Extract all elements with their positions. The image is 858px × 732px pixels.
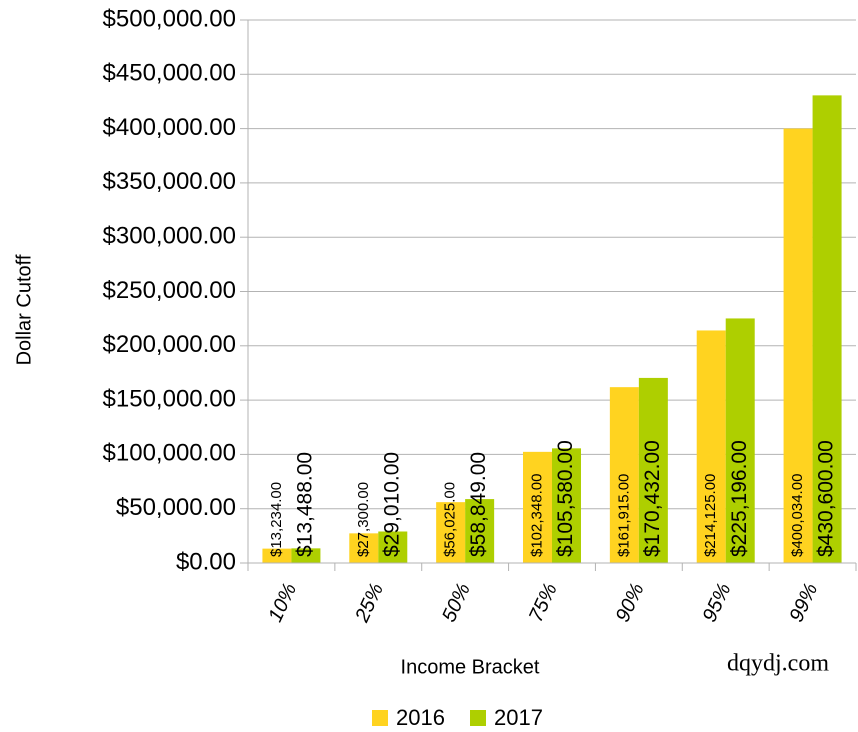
legend-swatch: [372, 710, 388, 726]
bar: [349, 533, 379, 563]
bar: [465, 499, 495, 563]
x-tick-label: 99%: [785, 580, 822, 626]
x-tick-label: 90%: [612, 580, 649, 626]
x-tick-label: 75%: [525, 580, 562, 626]
bar: [696, 330, 726, 563]
bar: [638, 377, 668, 563]
data-label: $225,196.00: [728, 440, 751, 557]
x-tick-label: 10%: [264, 580, 301, 626]
y-tick-label: $350,000.00: [103, 168, 236, 195]
legend-label: 2016: [396, 705, 445, 730]
data-label: $400,034.00: [789, 474, 806, 557]
source: dqydj.com: [727, 651, 829, 677]
data-label: $102,348.00: [528, 474, 545, 557]
y-axis-label: Dollar Cutoff: [13, 254, 35, 365]
data-label: $13,234.00: [268, 482, 285, 557]
bar: [812, 95, 842, 563]
legend-swatch: [470, 710, 486, 726]
bar: [523, 451, 552, 563]
x-tick-label: 50%: [438, 580, 475, 626]
y-tick-label: $500,000.00: [103, 5, 236, 32]
y-tick-label: $100,000.00: [103, 440, 236, 467]
y-tick-label: $0.00: [176, 548, 236, 575]
y-tick-label: $50,000.00: [116, 494, 236, 521]
x-tick-label: 25%: [351, 580, 388, 626]
legend-label: 2017: [494, 705, 543, 730]
data-label: $105,580.00: [554, 440, 577, 557]
y-tick-label: $400,000.00: [103, 114, 236, 141]
bar: [291, 548, 321, 563]
bar: [783, 128, 813, 563]
data-label: $58,849.00: [467, 452, 490, 557]
data-label: $161,915.00: [615, 474, 632, 557]
bar: [436, 502, 466, 563]
bar: [609, 387, 639, 563]
data-label: $13,488.00: [293, 452, 316, 557]
bar: [262, 548, 292, 563]
bar: [378, 531, 408, 563]
x-tick-label: 95%: [699, 580, 736, 626]
y-tick-label: $300,000.00: [103, 223, 236, 250]
y-tick-label: $200,000.00: [103, 331, 236, 358]
data-label: $430,600.00: [815, 440, 838, 557]
data-label: $29,010.00: [380, 452, 403, 557]
bar: [552, 448, 581, 563]
data-label: $214,125.00: [702, 474, 719, 557]
x-axis-label: Income Bracket: [401, 656, 540, 678]
y-tick-label: $150,000.00: [103, 385, 236, 412]
data-label: $27,300.00: [355, 482, 372, 557]
data-label: $56,025.00: [442, 482, 459, 557]
data-label: $170,432.00: [641, 440, 664, 557]
y-tick-label: $250,000.00: [103, 277, 236, 304]
y-tick-label: $450,000.00: [103, 60, 236, 87]
bar: [725, 318, 755, 563]
